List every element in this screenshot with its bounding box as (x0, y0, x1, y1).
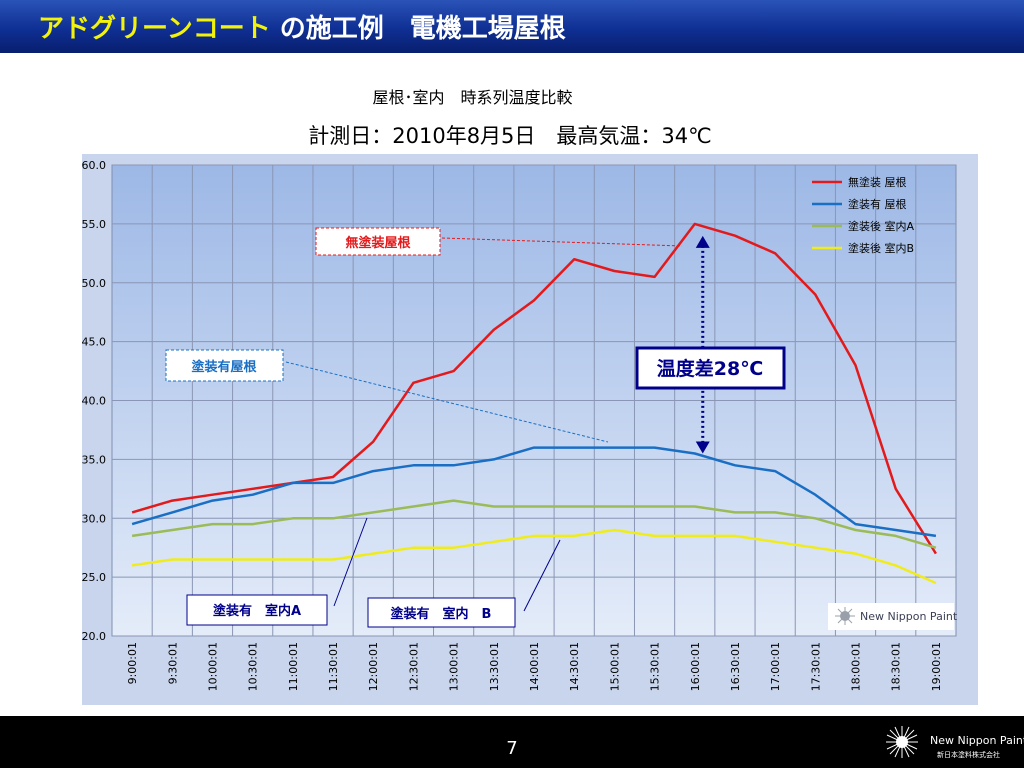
annotation-indoor-a: 塗装有 室内A (213, 603, 301, 619)
title-rest: の施工例 電機工場屋根 (270, 14, 566, 44)
annotation-box (367, 597, 516, 628)
slide-title: アドグリーンコート の施工例 電機工場屋根 (38, 8, 566, 45)
annotation-leader (285, 361, 609, 443)
x-tick-label: 10:30:01 (247, 642, 260, 691)
legend-label: 無塗装 屋根 (848, 175, 907, 189)
line-chart: 20.0 25.0 30.0 35.0 40.0 45.0 50.0 55.0 60.0 9:0… (82, 154, 978, 705)
x-axis: 9:00:01 9:30:01 10:00:01 10:30:01 11:00:01 11… (126, 642, 943, 691)
chart-subtitle: 屋根･室内 時系列温度比較 (372, 88, 573, 107)
y-tick-label: 30.0 (82, 512, 107, 525)
x-tick-label: 12:30:01 (407, 642, 420, 691)
y-tick-label: 50.0 (82, 277, 107, 290)
series-line (131, 222, 937, 555)
arrow-head-down-icon (695, 441, 710, 454)
page-number: 7 (506, 738, 518, 759)
x-tick-label: 14:00:01 (528, 642, 541, 691)
annotation-indoor-b: 塗装有 室内 B (391, 606, 492, 622)
x-tick-label: 12:00:01 (367, 642, 380, 691)
y-axis: 20.0 25.0 30.0 35.0 40.0 45.0 50.0 55.0 60.0 (82, 159, 107, 643)
gridlines (112, 164, 956, 637)
series-line (131, 528, 937, 585)
x-tick-label: 16:00:01 (689, 642, 702, 691)
x-tick-label: 9:30:01 (166, 642, 179, 684)
watermark-logo: New Nippon Paint (828, 603, 958, 630)
annotation-leader (333, 517, 368, 607)
watermark-text: New Nippon Paint (860, 610, 958, 623)
x-tick-label: 18:30:01 (890, 642, 903, 691)
y-tick-label: 55.0 (82, 218, 107, 231)
temp-diff-box (635, 346, 786, 390)
y-tick-label: 25.0 (82, 571, 107, 584)
footer-logo-sub: 新日本塗料株式会社 (937, 751, 1000, 759)
annotation-box (315, 227, 441, 256)
series-lines (131, 222, 937, 585)
annotation-coated-roof: 塗装有屋根 (191, 359, 257, 375)
footer-bar (0, 716, 1024, 768)
x-tick-label: 11:00:01 (287, 642, 300, 691)
annotation-leader (441, 237, 683, 247)
x-tick-label: 10:00:01 (206, 642, 219, 691)
x-tick-label: 15:00:01 (608, 642, 621, 691)
watermark-ray (837, 608, 853, 624)
series-line (131, 499, 937, 549)
annotation-leader (523, 539, 561, 612)
y-tick-label: 60.0 (82, 159, 107, 172)
y-tick-label: 40.0 (82, 395, 107, 408)
temp-diff-label: 温度差28℃ (657, 357, 763, 380)
x-tick-label: 18:00:01 (850, 642, 863, 691)
company-logo-icon (886, 726, 918, 758)
annotation-box (165, 349, 284, 382)
legend-label: 塗装後 室内A (848, 219, 914, 233)
title-highlight: アドグリーンコート (38, 14, 271, 44)
x-tick-label: 17:00:01 (769, 642, 782, 691)
footer-logo-name: New Nippon Paint (930, 734, 1024, 747)
x-tick-label: 16:30:01 (729, 642, 742, 691)
x-tick-label: 11:30:01 (327, 642, 340, 691)
x-tick-label: 15:30:01 (649, 642, 662, 691)
legend-label: 塗装有 屋根 (848, 197, 907, 211)
series-line (131, 446, 937, 538)
legend-label: 塗装後 室内B (848, 241, 914, 255)
annotation-uncoated-roof: 無塗装屋根 (345, 235, 411, 251)
x-tick-label: 17:30:01 (809, 642, 822, 691)
annotation-box (186, 594, 328, 626)
y-tick-label: 45.0 (82, 336, 107, 349)
chart-title: 計測日：2010年8月5日 最高気温：34℃ (308, 124, 712, 148)
x-tick-label: 14:30:01 (568, 642, 581, 691)
x-tick-label: 19:00:01 (930, 642, 943, 691)
arrow-head-up-icon (695, 235, 710, 248)
y-tick-label: 20.0 (82, 630, 107, 643)
header-bar: アドグリーンコート の施工例 電機工場屋根 (0, 0, 1024, 53)
y-tick-label: 35.0 (82, 453, 107, 466)
x-tick-label: 13:30:01 (488, 642, 501, 691)
x-tick-label: 9:00:01 (126, 642, 139, 684)
x-tick-label: 13:00:01 (448, 642, 461, 691)
